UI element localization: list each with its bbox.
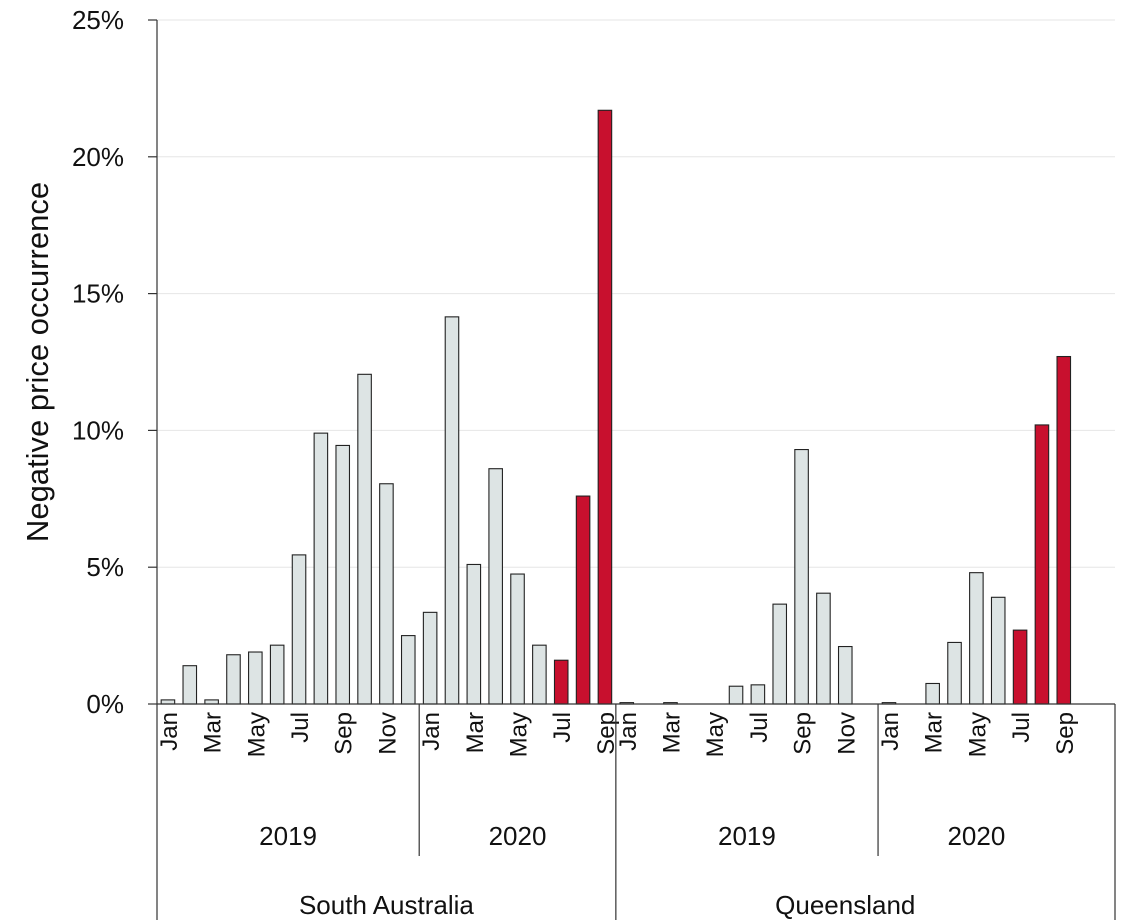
x-tick-label: Sep bbox=[331, 712, 358, 755]
bar-south-australia-2020-aug bbox=[575, 495, 591, 705]
y-axis-label: Negative price occurrence bbox=[20, 182, 55, 542]
x-tick-label: Sep bbox=[1052, 712, 1079, 755]
bar-south-australia-2020-may bbox=[510, 573, 525, 705]
x-tick-label: Mar bbox=[658, 712, 685, 753]
bar-south-australia-2019-apr bbox=[226, 654, 241, 705]
x-tick-label: Jan bbox=[877, 712, 904, 751]
x-tick-label: Jul bbox=[287, 712, 314, 743]
bar-south-australia-2020-jul bbox=[553, 659, 569, 705]
bars bbox=[160, 109, 1072, 705]
x-tick-label: Nov bbox=[374, 712, 401, 755]
bar-south-australia-2019-oct bbox=[357, 373, 372, 705]
x-tick-label: Jul bbox=[1008, 712, 1035, 743]
y-tick-label: 25% bbox=[72, 5, 124, 35]
bar-south-australia-2019-mar bbox=[204, 699, 219, 705]
bar-south-australia-2019-nov bbox=[379, 483, 394, 705]
bar-queensland-2019-jul bbox=[750, 684, 766, 705]
x-tick-label: May bbox=[506, 712, 533, 757]
x-tick-label: Mar bbox=[462, 712, 489, 753]
bar-queensland-2019-nov bbox=[837, 645, 853, 705]
bar-queensland-2020-jul bbox=[1012, 629, 1028, 705]
bar-south-australia-2019-jul bbox=[291, 554, 307, 705]
x-tick-label: Jan bbox=[418, 712, 445, 751]
bar-south-australia-2019-sep bbox=[335, 444, 351, 705]
bar-queensland-2019-sep bbox=[794, 449, 809, 705]
bar-south-australia-2019-jan bbox=[160, 699, 176, 705]
bar-south-australia-2020-jun bbox=[532, 644, 547, 705]
bar-queensland-2020-jun bbox=[990, 596, 1006, 705]
x-tick-label: Jul bbox=[746, 712, 773, 743]
bar-south-australia-2019-aug bbox=[313, 432, 329, 705]
bar-queensland-2020-aug bbox=[1034, 424, 1050, 705]
x-tick-label: Mar bbox=[921, 712, 948, 753]
region-label: Queensland bbox=[775, 890, 915, 920]
x-tick-label: May bbox=[964, 712, 991, 757]
bar-queensland-2019-jun bbox=[728, 685, 744, 705]
x-tick-label: May bbox=[243, 712, 270, 757]
y-tick-label: 10% bbox=[72, 415, 124, 445]
bar-south-australia-2019-jun bbox=[269, 644, 285, 705]
bar-queensland-2020-apr bbox=[947, 641, 962, 705]
bar-south-australia-2019-feb bbox=[182, 665, 198, 705]
bar-south-australia-2019-may bbox=[248, 651, 263, 705]
year-label: 2020 bbox=[947, 821, 1005, 851]
x-tick-label: Jul bbox=[549, 712, 576, 743]
x-tick-label: Sep bbox=[790, 712, 817, 755]
y-tick-label: 0% bbox=[86, 689, 124, 719]
bar-queensland-2019-aug bbox=[772, 603, 788, 705]
bar-queensland-2020-sep bbox=[1056, 355, 1072, 705]
axes: 0% 5% 10% 15% 20% 25% Jan Mar May Jul Sep Nov 2019 Ja… bbox=[72, 5, 1116, 920]
bar-south-australia-2020-feb bbox=[444, 316, 460, 705]
gridlines bbox=[157, 19, 1115, 568]
x-tick-label: Jan bbox=[156, 712, 183, 751]
bar-queensland-2020-mar bbox=[925, 682, 940, 705]
bar-queensland-2019-oct bbox=[816, 592, 831, 705]
x-tick-label: Jan bbox=[615, 712, 642, 751]
year-label: 2020 bbox=[489, 821, 547, 851]
y-tick-label: 15% bbox=[72, 279, 124, 309]
y-tick-label: 20% bbox=[72, 142, 124, 172]
region-label: South Australia bbox=[299, 890, 474, 920]
year-label: 2019 bbox=[259, 821, 317, 851]
x-tick-label: Mar bbox=[200, 712, 227, 753]
bar-south-australia-2020-apr bbox=[488, 468, 503, 705]
year-label: 2019 bbox=[718, 821, 776, 851]
bar-queensland-2020-may bbox=[969, 572, 984, 705]
x-tick-label: May bbox=[702, 712, 729, 757]
y-tick-label: 5% bbox=[86, 552, 124, 582]
x-tick-label: Nov bbox=[833, 712, 860, 755]
bar-south-australia-2019-dec bbox=[400, 635, 416, 705]
bar-south-australia-2020-jan bbox=[422, 611, 438, 705]
bar-south-australia-2020-sep bbox=[597, 109, 613, 705]
bar-south-australia-2020-mar bbox=[466, 563, 482, 705]
